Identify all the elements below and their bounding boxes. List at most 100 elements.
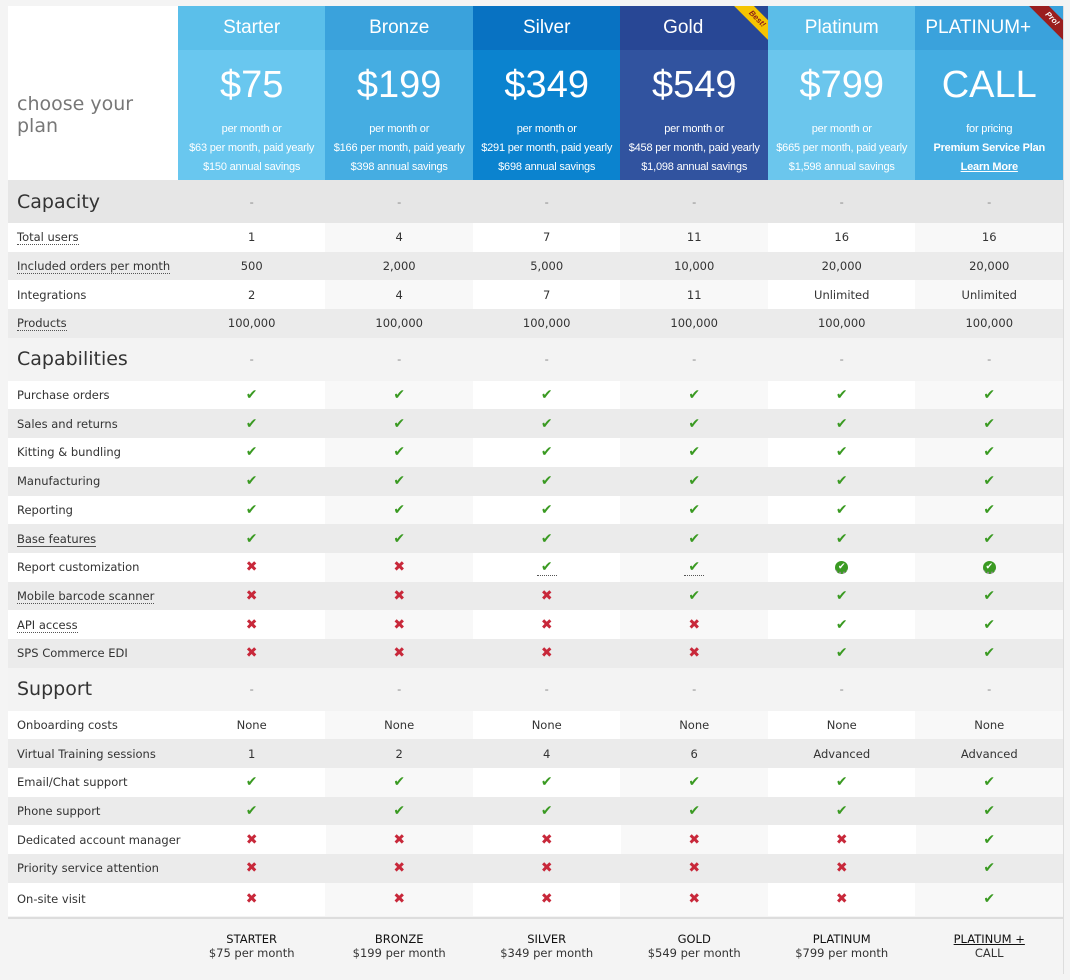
feature-value: 100,000 xyxy=(227,316,276,331)
feature-value-cell: ✔ xyxy=(768,496,916,525)
feature-value: 4 xyxy=(543,746,551,761)
feature-value-cell: ✔ xyxy=(325,524,473,553)
feature-value-cell: ✖ xyxy=(620,825,768,855)
plan-yearly-price: $291 per month, paid yearly xyxy=(481,142,613,154)
cross-icon: ✖ xyxy=(245,587,258,604)
plan-line-1: per month or xyxy=(516,123,577,135)
feature-value-cell: ✔ xyxy=(620,495,768,525)
feature-value: 100,000 xyxy=(965,316,1014,331)
plan-annual-savings: $150 annual savings xyxy=(203,161,301,173)
feature-label[interactable]: API access xyxy=(17,617,78,633)
feature-value-cell: ✔ xyxy=(178,797,326,826)
check-icon: ✔ xyxy=(540,444,553,461)
feature-label-cell: Kitting & bundling xyxy=(8,445,178,459)
feature-value-cell: ✔ xyxy=(620,582,768,611)
feature-value-cell: ✖ xyxy=(325,639,473,668)
feature-label-cell: Virtual Training sessions xyxy=(8,747,178,761)
footer-plan-name: SILVER xyxy=(527,932,567,947)
feature-value-cell: ✖ xyxy=(178,854,326,883)
feature-value-cell: ✔ xyxy=(325,380,473,410)
feature-value-cell: ✔ xyxy=(178,467,326,496)
plan-card-platinum: PLATINUM+ CALL for pricing Premium Service … xyxy=(915,6,1063,180)
section-dash: - xyxy=(692,682,697,697)
feature-label[interactable]: Included orders per month xyxy=(17,259,171,275)
check-with-note-icon[interactable]: ✔ xyxy=(536,559,557,576)
section-header-support: Support - - - - - - xyxy=(8,667,1063,711)
section-dash: - xyxy=(249,352,254,367)
footer-plan-3: GOLD $549 per month xyxy=(620,932,768,960)
check-icon: ✔ xyxy=(835,444,848,461)
cross-icon: ✖ xyxy=(245,559,258,576)
feature-value-cell: ✔ xyxy=(473,768,621,797)
feature-value-cell: ✖ xyxy=(178,553,326,582)
check-icon: ✔ xyxy=(983,587,996,604)
feature-value-cell: None xyxy=(473,711,621,740)
footer-plan-1: BRONZE $199 per month xyxy=(325,932,473,960)
plan-yearly-price: $63 per month, paid yearly xyxy=(189,142,315,154)
check-icon: ✔ xyxy=(688,473,701,490)
footer-plan-5[interactable]: PLATINUM + CALL xyxy=(915,932,1063,960)
check-icon: ✔ xyxy=(835,501,848,518)
feature-value-cell: ✖ xyxy=(620,610,768,639)
feature-value-cell: ✔ xyxy=(178,524,326,553)
plan-card-gold: Gold $549 per month or $458 per month, paid… xyxy=(620,6,768,180)
feature-label[interactable]: Total users xyxy=(17,230,79,246)
feature-value-cell: 4 xyxy=(473,739,621,768)
feature-value-cell: ✖ xyxy=(620,639,768,668)
feature-value: 500 xyxy=(240,259,263,274)
cross-icon: ✖ xyxy=(245,860,258,877)
feature-label: Phone support xyxy=(17,804,101,819)
feature-label[interactable]: Base features xyxy=(17,531,97,547)
footer-plan-name[interactable]: PLATINUM + xyxy=(953,932,1025,947)
feature-value: Unlimited xyxy=(814,287,870,302)
section-header-capabilities: Capabilities - - - - - - xyxy=(8,337,1063,381)
feature-value-cell: ✔ xyxy=(915,768,1063,797)
check-with-note-icon[interactable]: ✔ xyxy=(684,559,705,576)
plan-pricing-details: per month or $291 per month, paid yearly $… xyxy=(473,120,621,177)
check-icon: ✔ xyxy=(983,803,996,820)
feature-value-cell: ✔ xyxy=(325,768,473,797)
feature-label[interactable]: Products xyxy=(17,316,67,332)
plan-price: $799 xyxy=(799,64,884,106)
feature-label-cell: Email/Chat support xyxy=(8,775,178,789)
feature-value-cell: ✖ xyxy=(620,882,768,916)
feature-value: None xyxy=(531,717,562,732)
feature-value: 20,000 xyxy=(969,259,1010,274)
plan-line-1: per month or xyxy=(369,123,430,135)
feature-label-cell: Reporting xyxy=(8,503,178,517)
feature-value: 4 xyxy=(395,230,403,245)
circle-check-icon[interactable]: ✔ xyxy=(982,560,996,574)
check-icon: ✔ xyxy=(245,803,258,820)
check-icon: ✔ xyxy=(983,473,996,490)
section-dash: - xyxy=(249,682,254,697)
feature-value-cell: Advanced xyxy=(915,739,1063,768)
footer-plan-2: SILVER $349 per month xyxy=(473,932,621,960)
feature-label: Virtual Training sessions xyxy=(17,746,156,761)
feature-value-cell: ✔ xyxy=(620,438,768,467)
check-icon: ✔ xyxy=(245,444,258,461)
feature-value: 7 xyxy=(543,230,551,245)
circle-check-icon[interactable]: ✔ xyxy=(835,560,849,574)
feature-value-cell: ✔ xyxy=(325,409,473,438)
section-dash: - xyxy=(692,194,697,209)
plan-header-row: choose your plan Starter $75 per month or $… xyxy=(8,6,1063,180)
check-icon: ✔ xyxy=(393,530,406,547)
feature-value-cell: ✖ xyxy=(473,582,621,611)
plan-yearly-price: $458 per month, paid yearly xyxy=(628,142,760,154)
cross-icon: ✖ xyxy=(393,616,406,633)
feature-label[interactable]: Mobile barcode scanner xyxy=(17,588,155,604)
feature-value: None xyxy=(826,717,857,732)
cross-icon: ✖ xyxy=(393,587,406,604)
cross-icon: ✖ xyxy=(245,891,258,908)
table-row: Purchase orders ✔ ✔ ✔ ✔ ✔ ✔ xyxy=(8,380,1063,410)
feature-label: Report customization xyxy=(17,560,140,575)
plan-price: $75 xyxy=(219,64,284,106)
feature-label: Priority service attention xyxy=(17,861,159,876)
feature-value-cell: 20,000 xyxy=(915,252,1063,281)
feature-label-cell: Report customization xyxy=(8,560,178,574)
table-row: SPS Commerce EDI ✖ ✖ ✖ ✖ ✔ ✔ xyxy=(8,638,1063,668)
feature-value: 2 xyxy=(248,287,256,302)
section-title: Capabilities xyxy=(17,348,128,371)
feature-value-cell: ✖ xyxy=(473,854,621,883)
learn-more-link[interactable]: Learn More xyxy=(960,161,1018,173)
